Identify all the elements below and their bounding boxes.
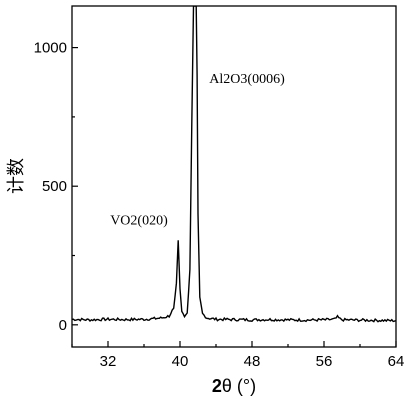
- y-axis-title: 计数: [6, 158, 26, 194]
- axis-ticks: [71, 46, 397, 347]
- y-tick-label: 500: [42, 178, 67, 195]
- x-tick-label: 32: [100, 353, 117, 370]
- plot-frame: [71, 5, 397, 348]
- x-tick-label: 56: [316, 353, 333, 370]
- x-tick-label: 64: [388, 353, 405, 370]
- x-tick-label: 40: [172, 353, 189, 370]
- annotation-vo2: VO2(020): [110, 213, 168, 228]
- x-axis-title: 2θ (°): [212, 376, 256, 396]
- x-tick-label: 48: [244, 353, 261, 370]
- annotation-al2o3: Al2O3(0006): [209, 72, 285, 87]
- x-axis-title-rest: θ (°): [222, 376, 256, 396]
- x-axis-title-bold: 2: [212, 376, 222, 396]
- y-tick-label: 1000: [34, 40, 67, 57]
- series-line: [72, 6, 396, 323]
- tick-labels: 32 40 48 56 64 0 500 1000: [34, 40, 405, 370]
- peak-annotations: VO2(020) Al2O3(0006): [110, 72, 285, 228]
- y-tick-label: 0: [59, 317, 67, 334]
